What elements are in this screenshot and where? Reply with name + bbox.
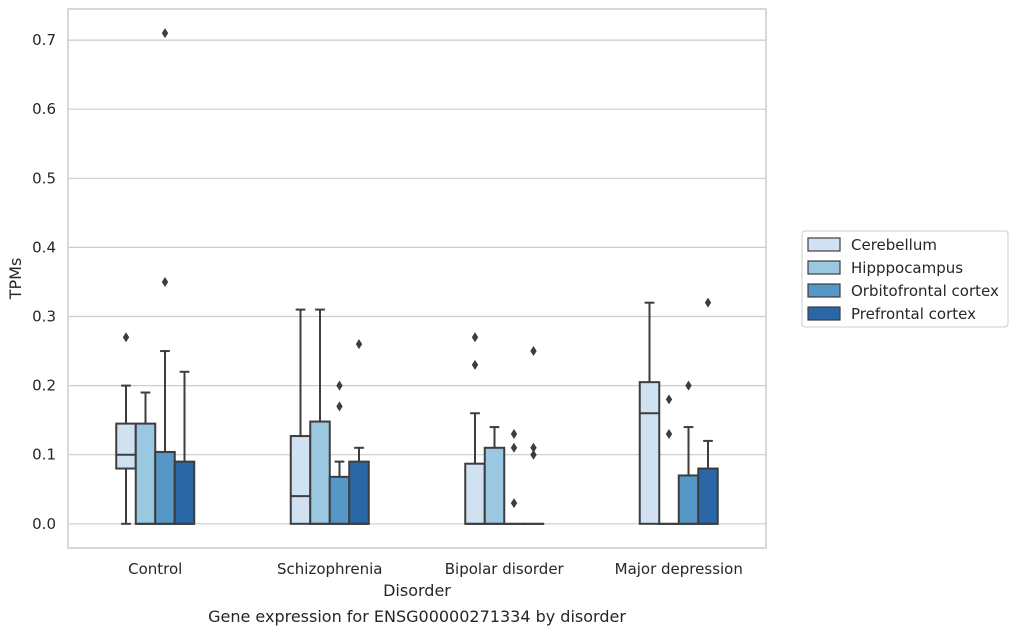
x-tick-label: Bipolar disorder	[445, 560, 565, 578]
box-body	[638, 381, 661, 525]
outlier-point	[530, 449, 537, 460]
legend-label: Hipppocampus	[851, 259, 963, 277]
box-body	[697, 467, 719, 525]
box-body	[309, 420, 331, 525]
outlier-point	[685, 380, 692, 391]
box-prefrontal-cortex-control	[173, 370, 196, 525]
y-tick-label: 0.5	[32, 169, 56, 187]
y-tick-label: 0.6	[32, 100, 56, 118]
box-body	[348, 460, 370, 525]
outlier-point	[665, 394, 673, 405]
box-orbitofrontal-cortex-major-depression	[677, 380, 700, 525]
box-orbitofrontal-cortex-bipolar-disorder	[503, 428, 525, 525]
legend-swatch	[807, 306, 841, 321]
y-tick-label: 0.1	[32, 446, 56, 464]
outlier-point	[530, 346, 537, 357]
y-tick-label: 0.3	[32, 308, 56, 326]
outlier-point	[704, 297, 712, 308]
y-tick-label: 0.4	[32, 238, 56, 256]
box-cerebellum-major-depression	[638, 301, 661, 525]
box-body	[289, 435, 312, 525]
plot-area-frame	[67, 8, 767, 549]
legend-label: Orbitofrontal cortex	[851, 282, 999, 300]
box-prefrontal-cortex-bipolar-disorder	[522, 346, 545, 525]
legend-label: Prefrontal cortex	[851, 305, 976, 323]
box-body	[115, 422, 137, 470]
box-plot-series	[115, 28, 719, 525]
box-body	[134, 422, 157, 525]
x-axis-label: Disorder	[383, 581, 451, 600]
outlier-point	[161, 28, 169, 39]
outlier-point	[122, 332, 130, 343]
outlier-point	[336, 401, 343, 412]
legend-swatch	[807, 283, 841, 298]
y-tick-label: 0.0	[32, 515, 56, 533]
outlier-point	[471, 359, 479, 370]
y-axis-label: TPMs	[6, 258, 25, 301]
outlier-point	[665, 428, 673, 439]
outlier-point	[510, 498, 518, 509]
legend: Cerebellum Hipppocampus Orbitofrontal cort…	[801, 230, 1009, 328]
legend-swatch	[807, 237, 841, 252]
legend-label: Cerebellum	[851, 236, 937, 254]
x-axis-ticks: Control Schizophrenia Bipolar disorder Majo…	[128, 560, 743, 578]
outlier-point	[471, 332, 479, 343]
box-body	[464, 462, 486, 525]
chart-caption: Gene expression for ENSG00000271334 by d…	[208, 607, 626, 626]
box-cerebellum-control	[115, 332, 137, 525]
y-axis-ticks: 0.0 0.1 0.2 0.3 0.4 0.5 0.6 0.7	[32, 31, 56, 533]
box-cerebellum-schizophrenia	[289, 308, 312, 525]
outlier-point	[510, 428, 518, 439]
outlier-point	[530, 442, 537, 453]
box-prefrontal-cortex-major-depression	[697, 297, 719, 525]
outlier-point	[355, 339, 363, 350]
outlier-point	[161, 276, 169, 287]
x-tick-label: Schizophrenia	[277, 560, 382, 578]
box-hipppocampus-schizophrenia	[309, 308, 331, 525]
box-cerebellum-bipolar-disorder	[464, 332, 486, 525]
box-hipppocampus-major-depression	[658, 394, 680, 525]
box-body	[173, 460, 196, 525]
box-body	[328, 475, 351, 525]
legend-frame	[801, 230, 1009, 328]
box-hipppocampus-control	[134, 391, 157, 525]
box-body	[154, 450, 176, 525]
x-tick-label: Major depression	[615, 560, 743, 578]
box-hipppocampus-bipolar-disorder	[483, 426, 506, 525]
box-body	[483, 446, 506, 525]
x-tick-label: Control	[128, 560, 182, 578]
y-tick-label: 0.2	[32, 377, 56, 395]
box-body	[677, 474, 700, 525]
box-orbitofrontal-cortex-schizophrenia	[328, 380, 351, 525]
outlier-point	[510, 442, 518, 453]
outlier-point	[336, 380, 343, 391]
y-tick-label: 0.7	[32, 31, 56, 49]
legend-swatch	[807, 260, 841, 275]
box-prefrontal-cortex-schizophrenia	[348, 339, 370, 525]
box-orbitofrontal-cortex-control	[154, 28, 176, 525]
